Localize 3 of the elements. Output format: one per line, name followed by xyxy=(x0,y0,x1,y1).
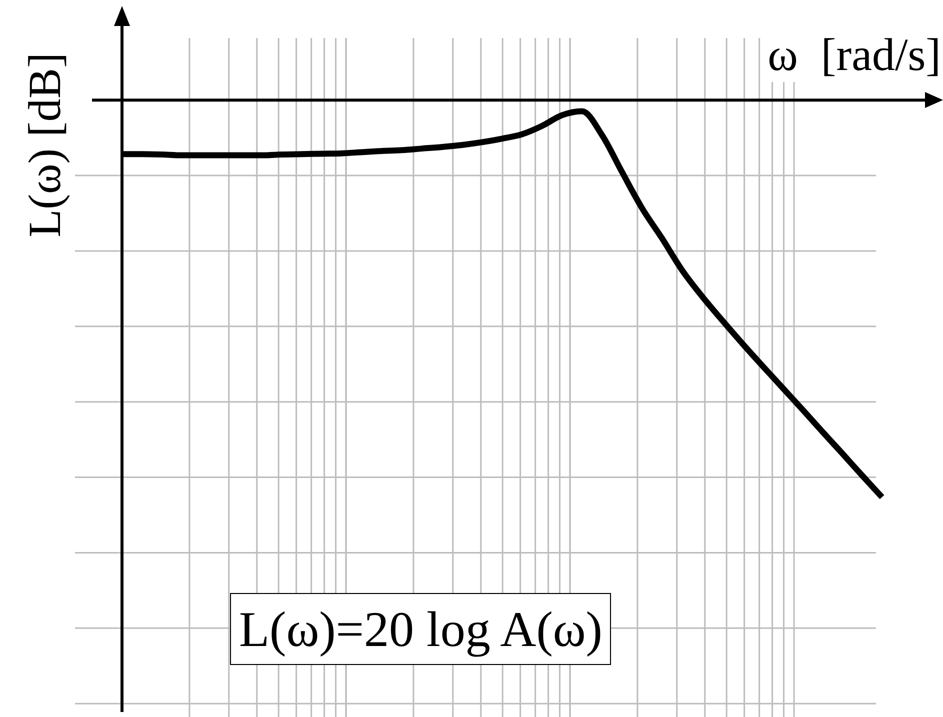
x-axis-title: ω [rad/s] xyxy=(768,28,941,82)
text: L(ω)=20 log A(ω) xyxy=(230,593,612,665)
y-axis-title: L(ω) [dB] xyxy=(18,52,71,238)
